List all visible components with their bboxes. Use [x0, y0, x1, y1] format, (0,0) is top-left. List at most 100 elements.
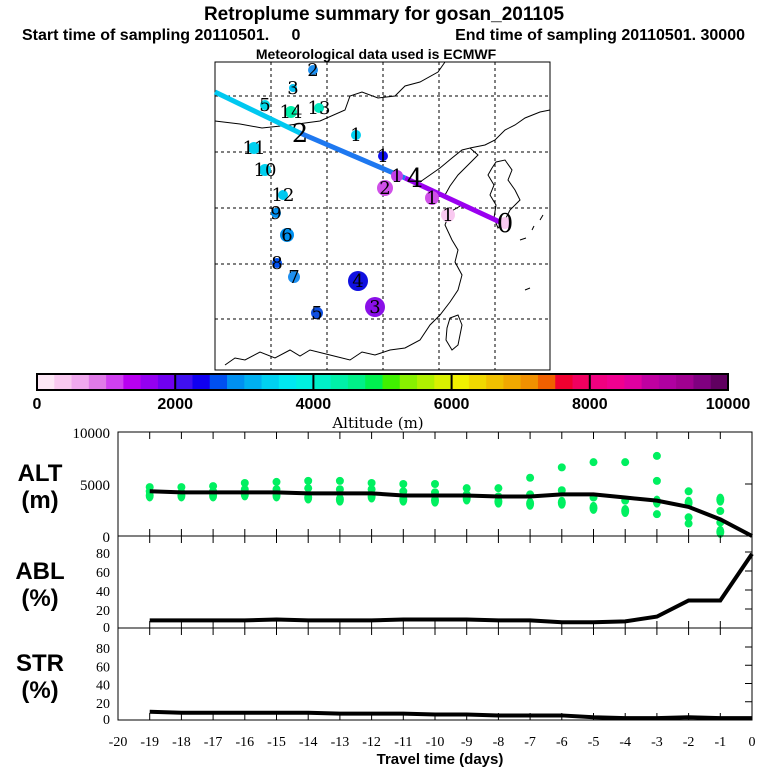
colorbar-cell	[520, 374, 539, 390]
cluster-dot	[499, 217, 511, 229]
cluster-marker: 5	[311, 303, 323, 324]
cluster-dot	[288, 271, 300, 283]
altitude-scatter-point	[621, 505, 630, 518]
y-tick-label: 0	[103, 621, 110, 636]
cluster-dot	[272, 258, 282, 268]
coastline	[519, 214, 544, 291]
cluster-marker: 3	[365, 297, 385, 318]
colorbar-cell	[382, 374, 401, 390]
cluster-marker: 3	[287, 78, 298, 99]
cluster-label: 4	[352, 271, 363, 292]
cluster-label: 11	[243, 138, 266, 159]
colorbar-cell	[589, 374, 608, 390]
colorbar-cell	[607, 374, 625, 390]
x-tick-label: -16	[235, 735, 254, 750]
cluster-label: 0	[497, 209, 514, 239]
x-tick-label: -10	[426, 735, 445, 750]
altitude-scatter-point	[304, 484, 313, 493]
colorbar-cell	[399, 374, 418, 390]
altitude-scatter-point	[684, 513, 693, 522]
y-tick-label: 40	[96, 679, 110, 694]
cluster-marker: 1	[391, 166, 403, 187]
colorbar-cell	[261, 374, 280, 390]
cluster-dot	[271, 208, 281, 218]
time-series-panels: 0500010000ALT(m)020406080ABL(%)020406080…	[15, 426, 755, 750]
cluster-dot	[351, 130, 361, 140]
altitude-scatter-point	[399, 480, 408, 488]
cluster-dot	[278, 190, 288, 200]
x-tick-label: -7	[524, 735, 536, 750]
x-tick-label: -6	[556, 735, 568, 750]
cluster-marker: 9	[270, 203, 281, 224]
y-tick-label: 10000	[73, 426, 111, 442]
altitude-scatter-point	[652, 451, 661, 460]
x-tick-label: -5	[588, 735, 600, 750]
x-tick-label: -1	[714, 735, 726, 750]
cluster-label: 2	[379, 178, 390, 199]
cluster-label: 3	[287, 78, 298, 99]
trajectory-segment	[299, 130, 406, 181]
colorbar-cell	[434, 374, 453, 390]
altitude-scatter-point	[557, 463, 566, 472]
cluster-label: 10	[254, 160, 277, 181]
cluster-marker: 2	[307, 60, 318, 81]
colorbar-cell	[296, 374, 314, 390]
altitude-scatter-point	[240, 488, 249, 501]
cluster-dot	[311, 307, 323, 319]
x-tick-label: -12	[362, 735, 381, 750]
altitude-scatter-point	[589, 501, 598, 514]
cluster-label: 1	[426, 188, 437, 209]
coastline	[469, 109, 551, 149]
altitude-scatter-point	[399, 487, 408, 496]
colorbar-cell	[71, 374, 90, 390]
cluster-marker: 11	[243, 138, 266, 159]
trajectory-segment	[403, 175, 504, 226]
x-tick-label: -15	[267, 735, 286, 750]
colorbar-cell	[244, 374, 263, 390]
altitude-colorbar: 0 2000 4000 6000 8000 10000	[33, 373, 751, 413]
colorbar-cell	[347, 374, 366, 390]
colorbar-tick-label: 6000	[434, 396, 470, 413]
cluster-marker: 7	[288, 267, 300, 288]
cluster-dot	[260, 100, 270, 110]
cluster-marker: 12	[272, 185, 295, 206]
y-tick-label: 60	[96, 660, 110, 675]
colorbar-tick-label: 10000	[706, 396, 751, 413]
cluster-dot	[441, 208, 455, 222]
y-tick-label: 0	[103, 713, 110, 728]
cluster-dot	[391, 170, 403, 182]
altitude-scatter-point	[431, 494, 439, 507]
colorbar-cell	[365, 374, 383, 390]
panel-frame	[117, 627, 753, 721]
altitude-scatter-point	[240, 478, 249, 487]
altitude-scatter-point	[272, 477, 281, 486]
cluster-label: 14	[280, 102, 303, 123]
x-tick-label: -2	[683, 735, 695, 750]
x-tick-label: 0	[749, 735, 756, 750]
cluster-label: 1	[350, 125, 361, 146]
y-tick-label: 40	[96, 585, 110, 600]
y-tick-label: 20	[96, 604, 110, 619]
altitude-scatter-point	[462, 484, 471, 493]
colorbar-cell	[641, 374, 660, 390]
cluster-marker: 6	[280, 225, 294, 246]
cluster-marker: 1	[441, 205, 455, 226]
cluster-marker: 2	[292, 119, 309, 149]
altitude-scatter-point	[652, 476, 661, 485]
x-tick-label: -11	[394, 735, 412, 750]
coastline	[445, 314, 463, 351]
altitude-scatter-point	[367, 485, 376, 494]
cluster-label: 7	[288, 267, 299, 288]
colorbar-tick-label: 2000	[157, 396, 193, 413]
panel-ylabel: ABL	[15, 558, 64, 585]
colorbar-label: Altitude (m)	[331, 414, 423, 432]
colorbar-cell	[658, 374, 677, 390]
coastline	[224, 147, 479, 366]
altitude-scatter-point	[431, 480, 439, 488]
cluster-label: 12	[272, 185, 295, 206]
colorbar-cell	[676, 374, 694, 390]
cluster-marker: 4	[348, 271, 368, 292]
cluster-dot	[289, 84, 297, 92]
altitude-scatter-point	[335, 476, 344, 485]
